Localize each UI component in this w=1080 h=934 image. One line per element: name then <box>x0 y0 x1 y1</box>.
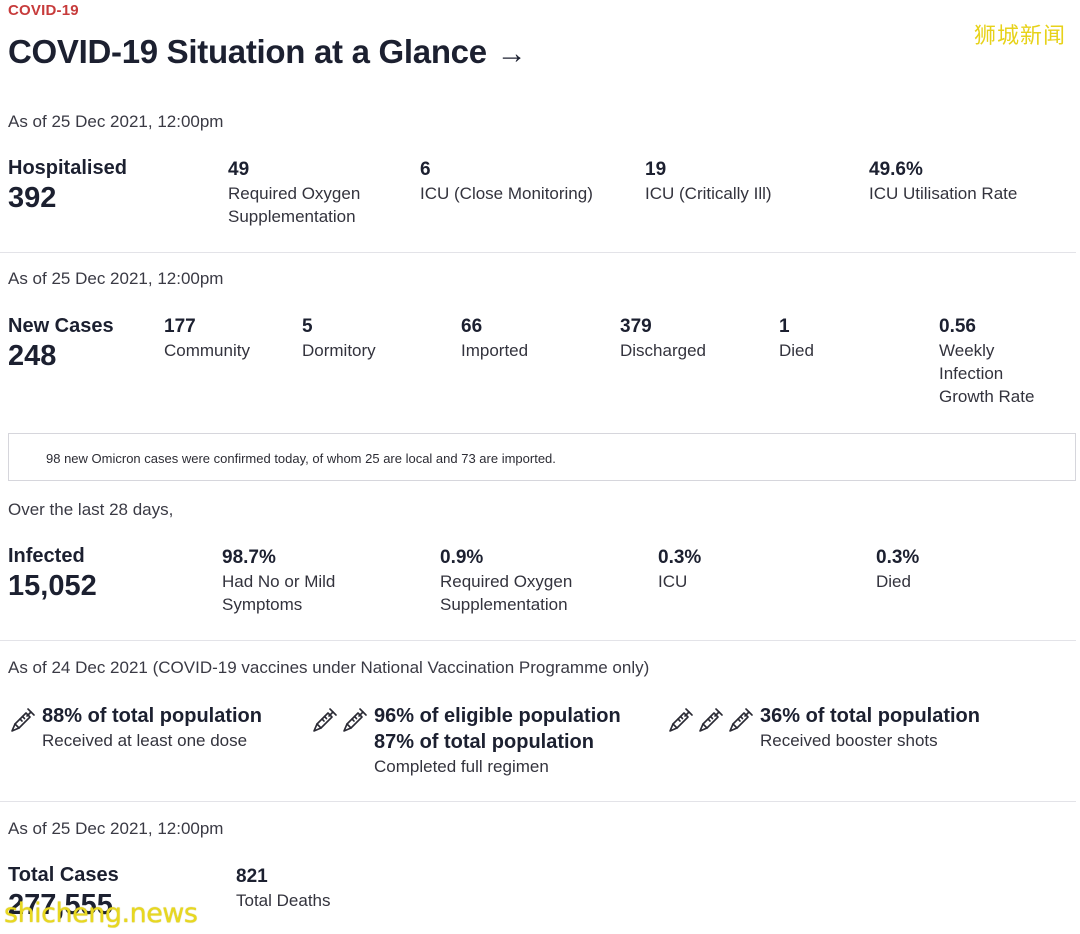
section-eyebrow: COVID-19 <box>8 2 79 19</box>
vaccination-booster: 36% of total population Received booster… <box>666 703 980 753</box>
stat-value: 49.6% <box>869 159 923 180</box>
watermark-logo: 狮城新闻 <box>973 24 1066 49</box>
stat-value: 177 <box>164 316 196 337</box>
stat-label: ICU (Close Monitoring) <box>420 184 593 203</box>
vaccination-sublabel: Completed full regimen <box>374 757 549 776</box>
vaccination-asof: As of 24 Dec 2021 (COVID-19 vaccines und… <box>8 658 650 677</box>
hospitalised-value: 392 <box>8 182 57 214</box>
stat-label: Imported <box>461 341 529 360</box>
stat-label: Had No or Mild Symptoms <box>222 572 336 614</box>
stat-died: 1 Died <box>779 316 899 362</box>
stat-imported: 66 Imported <box>461 316 581 362</box>
stat-icu-critical: 19 ICU (Critically Ill) <box>645 159 845 205</box>
syringe-icon <box>726 705 756 740</box>
stat-value: 0.56 <box>939 316 976 337</box>
stat-value: 379 <box>620 316 652 337</box>
syringe-icon <box>666 705 696 740</box>
divider <box>0 640 1076 641</box>
notice-text: 98 new Omicron cases were confirmed toda… <box>46 451 556 466</box>
stat-value: 6 <box>420 159 431 180</box>
infected-label: Infected <box>8 545 85 567</box>
syringe-icon-group <box>8 705 38 740</box>
total-cases-label: Total Cases <box>8 864 119 886</box>
stat-label: Required Oxygen Supplementation <box>228 184 361 226</box>
stat-icu-28d: 0.3% ICU <box>658 547 818 593</box>
stat-label: Died <box>779 341 814 360</box>
new-cases-asof: As of 25 Dec 2021, 12:00pm <box>8 269 224 288</box>
stat-label: Dormitory <box>302 341 376 360</box>
infected-block: Infected 15,052 <box>8 545 97 603</box>
hospitalised-label: Hospitalised <box>8 157 127 179</box>
stat-label: Required Oxygen Supplementation <box>440 572 573 614</box>
stat-label: Community <box>164 341 250 360</box>
stat-label: Discharged <box>620 341 706 360</box>
arrow-right-icon[interactable]: → <box>496 37 527 70</box>
infected-value: 15,052 <box>8 570 97 602</box>
stat-value: 98.7% <box>222 547 276 568</box>
stat-label: Weekly Infection Growth Rate <box>939 341 1035 406</box>
stat-label: ICU Utilisation Rate <box>869 184 1018 203</box>
omicron-notice: 98 new Omicron cases were confirmed toda… <box>8 433 1076 481</box>
new-cases-block: New Cases 248 <box>8 315 114 373</box>
stat-icu-utilisation: 49.6% ICU Utilisation Rate <box>869 159 1069 205</box>
syringe-icon <box>8 705 38 740</box>
vaccination-headline: 36% of total population <box>760 705 980 727</box>
stat-icu-close: 6 ICU (Close Monitoring) <box>420 159 630 205</box>
page-title-text[interactable]: COVID-19 Situation at a Glance <box>8 33 487 70</box>
vaccination-sublabel: Received at least one dose <box>42 731 248 750</box>
new-cases-label: New Cases <box>8 315 114 337</box>
total-cases-block: Total Cases 277,555 <box>8 864 119 922</box>
stat-label: ICU (Critically Ill) <box>645 184 772 203</box>
divider <box>0 801 1076 802</box>
stat-value: 0.9% <box>440 547 484 568</box>
total-cases-value: 277,555 <box>8 889 113 921</box>
stat-value: 0.3% <box>658 547 702 568</box>
vaccination-headline-secondary: 87% of total population <box>374 731 594 753</box>
stat-label: Total Deaths <box>236 891 331 910</box>
syringe-icon-group <box>666 705 756 740</box>
total-asof: As of 25 Dec 2021, 12:00pm <box>8 819 224 838</box>
stat-value: 66 <box>461 316 483 337</box>
stat-community: 177 Community <box>164 316 284 362</box>
stat-value: 19 <box>645 159 667 180</box>
stat-label: ICU <box>658 572 688 591</box>
hospitalised-asof: As of 25 Dec 2021, 12:00pm <box>8 112 224 131</box>
syringe-icon <box>696 705 726 740</box>
vaccination-full-regimen: 96% of eligible population 87% of total … <box>310 703 621 779</box>
stat-value: 821 <box>236 866 268 887</box>
new-cases-value: 248 <box>8 340 57 372</box>
vaccination-one-dose: 88% of total population Received at leas… <box>8 703 262 753</box>
stat-growth-rate: 0.56 Weekly Infection Growth Rate <box>939 316 1059 408</box>
stat-mild: 98.7% Had No or Mild Symptoms <box>222 547 382 616</box>
stat-value: 49 <box>228 159 250 180</box>
stat-oxygen: 49 Required Oxygen Supplementation <box>228 159 398 228</box>
stat-oxygen-28d: 0.9% Required Oxygen Supplementation <box>440 547 610 616</box>
page-title[interactable]: COVID-19 Situation at a Glance → <box>8 33 527 71</box>
syringe-icon <box>340 705 370 740</box>
stat-value: 1 <box>779 316 790 337</box>
stat-value: 0.3% <box>876 547 920 568</box>
stat-value: 5 <box>302 316 313 337</box>
syringe-icon-group <box>310 705 370 740</box>
stat-label: Died <box>876 572 911 591</box>
vaccination-headline: 88% of total population <box>42 705 262 727</box>
hospitalised-block: Hospitalised 392 <box>8 157 127 215</box>
vaccination-headline: 96% of eligible population <box>374 705 621 727</box>
watermark-url: shicheng.news <box>4 898 198 929</box>
vaccination-sublabel: Received booster shots <box>760 731 938 750</box>
stat-dormitory: 5 Dormitory <box>302 316 422 362</box>
syringe-icon <box>310 705 340 740</box>
stat-total-deaths: 821 Total Deaths <box>236 866 396 912</box>
stat-discharged: 379 Discharged <box>620 316 750 362</box>
stat-died-28d: 0.3% Died <box>876 547 1036 593</box>
infected-asof: Over the last 28 days, <box>8 500 174 519</box>
divider <box>0 252 1076 253</box>
